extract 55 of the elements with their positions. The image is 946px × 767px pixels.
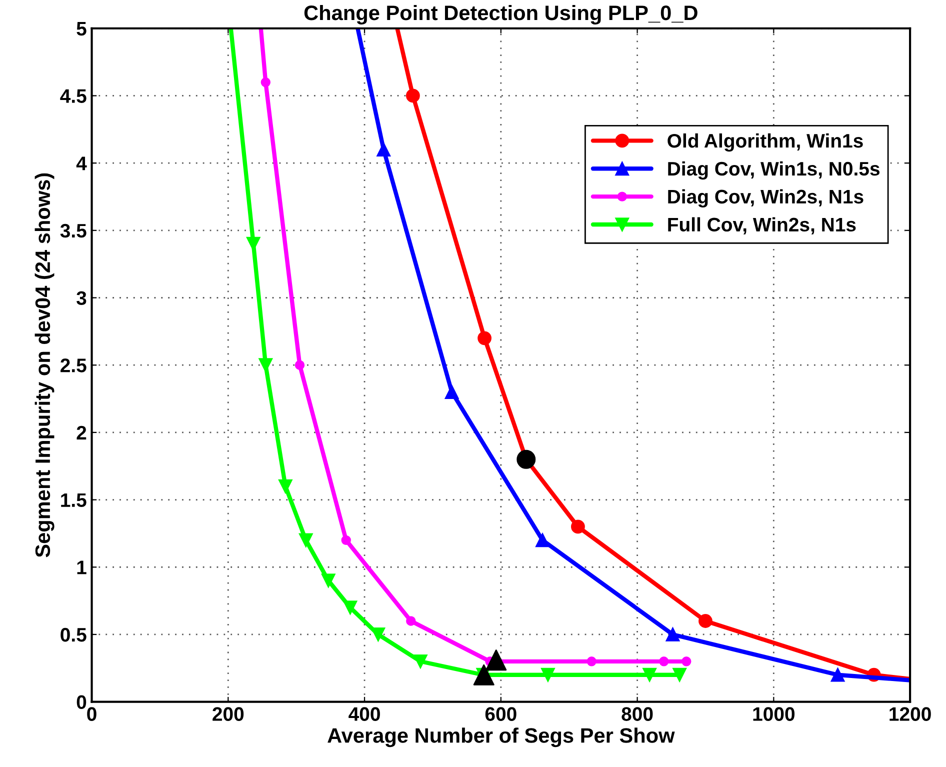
point [258, 358, 273, 372]
y-tick-label: 1 [77, 560, 86, 574]
point [571, 520, 585, 534]
point [541, 668, 555, 682]
point [413, 654, 428, 668]
x-tick-label: 1000 [753, 707, 795, 721]
legend-label: Diag Cov, Win2s, N1s [668, 189, 864, 208]
point [294, 360, 305, 370]
point [246, 236, 260, 251]
x-tick-label: 800 [622, 707, 653, 721]
point [830, 668, 845, 682]
y-tick-label: 4 [76, 156, 87, 170]
point [536, 533, 550, 548]
point [406, 88, 420, 103]
point [698, 614, 712, 628]
point [444, 385, 459, 399]
y-tick-label: 1.5 [61, 493, 86, 508]
legend-label: Diag Cov, Win1s, N0.5s [668, 161, 880, 180]
y-tick-label: 0.5 [60, 628, 86, 642]
y-tick-label: 0 [76, 695, 86, 710]
point [406, 616, 416, 626]
x-tick-label: 400 [348, 707, 380, 721]
point [478, 331, 492, 346]
point [586, 656, 596, 666]
point [343, 600, 358, 614]
point [672, 668, 687, 682]
x-axis-title: Average Number of Segs Per Show [328, 728, 675, 748]
point [341, 535, 351, 546]
point [516, 450, 536, 469]
point [298, 533, 313, 548]
y-tick-label: 5 [76, 22, 86, 36]
point [682, 656, 692, 666]
y-tick-label: 2.5 [60, 358, 86, 372]
point [659, 656, 669, 666]
y-tick-label: 3 [76, 291, 86, 306]
y-tick-label: 4.5 [60, 89, 86, 103]
chart-title: Change Point Detection Using PLP_0_D [304, 4, 698, 24]
point [666, 628, 680, 642]
point [376, 142, 391, 157]
point [260, 77, 271, 88]
point [371, 628, 386, 642]
x-tick-label: 0 [87, 707, 96, 721]
point [473, 664, 494, 686]
point [642, 668, 657, 682]
y-tick-label: 2 [76, 426, 86, 440]
y-tick-label: 3.5 [60, 224, 86, 238]
legend-label: Old Algorithm, Win1s [668, 133, 863, 152]
legend-label: Full Cov, Win2s, N1s [668, 217, 856, 234]
point [486, 650, 507, 671]
x-tick-label: 200 [212, 707, 244, 721]
x-tick-label: 1200 [890, 707, 931, 721]
point [278, 479, 292, 494]
point [321, 574, 336, 588]
y-axis-title: Segment Impurity on dev04 (24 shows) [34, 173, 54, 558]
x-tick-label: 600 [485, 707, 516, 721]
